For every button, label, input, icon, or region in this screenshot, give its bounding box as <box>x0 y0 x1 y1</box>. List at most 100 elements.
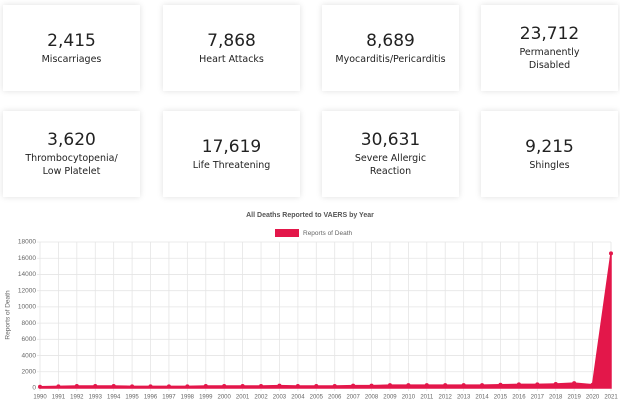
point <box>535 382 540 387</box>
point <box>240 383 245 388</box>
stat-label: Shingles <box>529 159 570 171</box>
x-tick-label: 2014 <box>475 395 489 401</box>
x-tick-label: 2002 <box>254 395 268 401</box>
point <box>406 383 411 388</box>
x-tick-label: 1994 <box>107 395 121 401</box>
point <box>314 383 319 388</box>
stat-value: 9,215 <box>525 136 574 157</box>
stat-label: Severe Allergic <box>354 153 427 164</box>
point <box>56 384 61 389</box>
stat-label: Disabled <box>528 60 571 71</box>
point <box>130 384 135 389</box>
legend-swatch <box>275 229 299 237</box>
point <box>277 383 282 388</box>
x-tick-label: 2001 <box>236 395 250 401</box>
point <box>166 384 171 389</box>
x-tick-label: 1992 <box>70 395 84 401</box>
x-tick-label: 2021 <box>604 395 618 401</box>
point <box>590 382 595 387</box>
y-tick-label: 6000 <box>22 336 37 343</box>
x-tick-label: 1996 <box>144 395 158 401</box>
x-tick-label: 2009 <box>383 395 397 401</box>
stat-value: 7,868 <box>207 30 256 51</box>
stat-value: 17,619 <box>201 136 262 157</box>
stat-label: Low Platelet <box>42 166 101 177</box>
x-tick-label: 2018 <box>549 395 563 401</box>
point <box>443 383 448 388</box>
stat-card: 7,868 Heart Attacks <box>163 5 300 91</box>
x-tick-label: 2003 <box>273 395 287 401</box>
x-tick-label: 1995 <box>125 395 139 401</box>
point <box>351 383 356 388</box>
y-tick-label: 0 <box>32 385 36 392</box>
stat-card: 30,631 Severe Allergic Reaction <box>322 111 459 197</box>
chart: All Deaths Reported to VAERS by Year Repo… <box>5 212 619 401</box>
point <box>572 381 577 386</box>
y-tick-label: 2000 <box>22 368 37 375</box>
point <box>259 383 264 388</box>
point <box>480 383 485 388</box>
y-tick-label: 4000 <box>22 352 37 359</box>
point <box>111 383 116 388</box>
y-tick-label: 12000 <box>18 287 36 294</box>
point <box>332 383 337 388</box>
point <box>424 383 429 388</box>
stat-card: 23,712 Permanently Disabled <box>481 5 618 91</box>
x-tick-label: 2011 <box>420 395 434 401</box>
point <box>387 383 392 388</box>
x-tick-label: 1990 <box>33 395 47 401</box>
x-tick-label: 2008 <box>365 395 379 401</box>
x-tick-label: 1997 <box>162 395 176 401</box>
stat-label: Myocarditis/Pericarditis <box>335 53 446 65</box>
x-tick-label: 2005 <box>310 395 324 401</box>
chart-title: All Deaths Reported to VAERS by Year <box>246 212 374 219</box>
x-tick-label: 2006 <box>328 395 342 401</box>
x-tick-label: 2000 <box>218 395 232 401</box>
point <box>553 381 558 386</box>
point <box>74 383 79 388</box>
x-tick-label: 2017 <box>531 395 545 401</box>
stat-label: Heart Attacks <box>199 53 264 65</box>
x-tick-label: 2013 <box>457 395 471 401</box>
x-tick-label: 1998 <box>181 395 195 401</box>
x-tick-label: 2012 <box>439 395 453 401</box>
point <box>295 383 300 388</box>
stat-value: 3,620 <box>47 130 96 150</box>
stat-value: 30,631 <box>360 130 421 150</box>
area <box>39 253 612 389</box>
point <box>148 384 153 389</box>
stat-value: 2,415 <box>47 30 96 51</box>
stat-value: 23,712 <box>519 24 580 44</box>
y-tick-label: 16000 <box>18 255 36 262</box>
y-axis-label: Reports of Death <box>5 290 12 340</box>
point <box>185 384 190 389</box>
x-tick-label: 2020 <box>586 395 600 401</box>
stat-label: Life Threatening <box>192 159 271 171</box>
point <box>93 383 98 388</box>
y-tick-label: 14000 <box>18 271 36 278</box>
y-tick-label: 18000 <box>18 239 36 246</box>
x-tick-label: 1999 <box>199 395 213 401</box>
x-tick-label: 2019 <box>567 395 581 401</box>
stat-label: Thrombocytopenia/ <box>25 153 118 164</box>
point <box>516 382 521 387</box>
stat-card: 17,619 Life Threatening <box>163 111 300 197</box>
x-tick-label: 2015 <box>494 395 508 401</box>
stat-value: 8,689 <box>366 30 415 51</box>
x-tick-label: 2010 <box>402 395 416 401</box>
legend-label: Reports of Death <box>303 230 353 237</box>
stat-card: 3,620 Thrombocytopenia/Low Platelet <box>3 111 140 197</box>
point <box>203 383 208 388</box>
point <box>38 384 42 389</box>
point <box>369 383 374 388</box>
stat-card: 8,689 Myocarditis/Pericarditis <box>322 5 459 91</box>
x-tick-label: 2004 <box>291 395 305 401</box>
stat-label: Reaction <box>369 166 412 177</box>
stat-label: Miscarriages <box>41 53 102 65</box>
stat-card: 2,415 Miscarriages <box>3 5 140 91</box>
stat-card: 9,215 Shingles <box>481 111 618 197</box>
stat-label: Permanently <box>519 47 580 58</box>
x-tick-label: 2007 <box>346 395 360 401</box>
point <box>498 382 503 387</box>
